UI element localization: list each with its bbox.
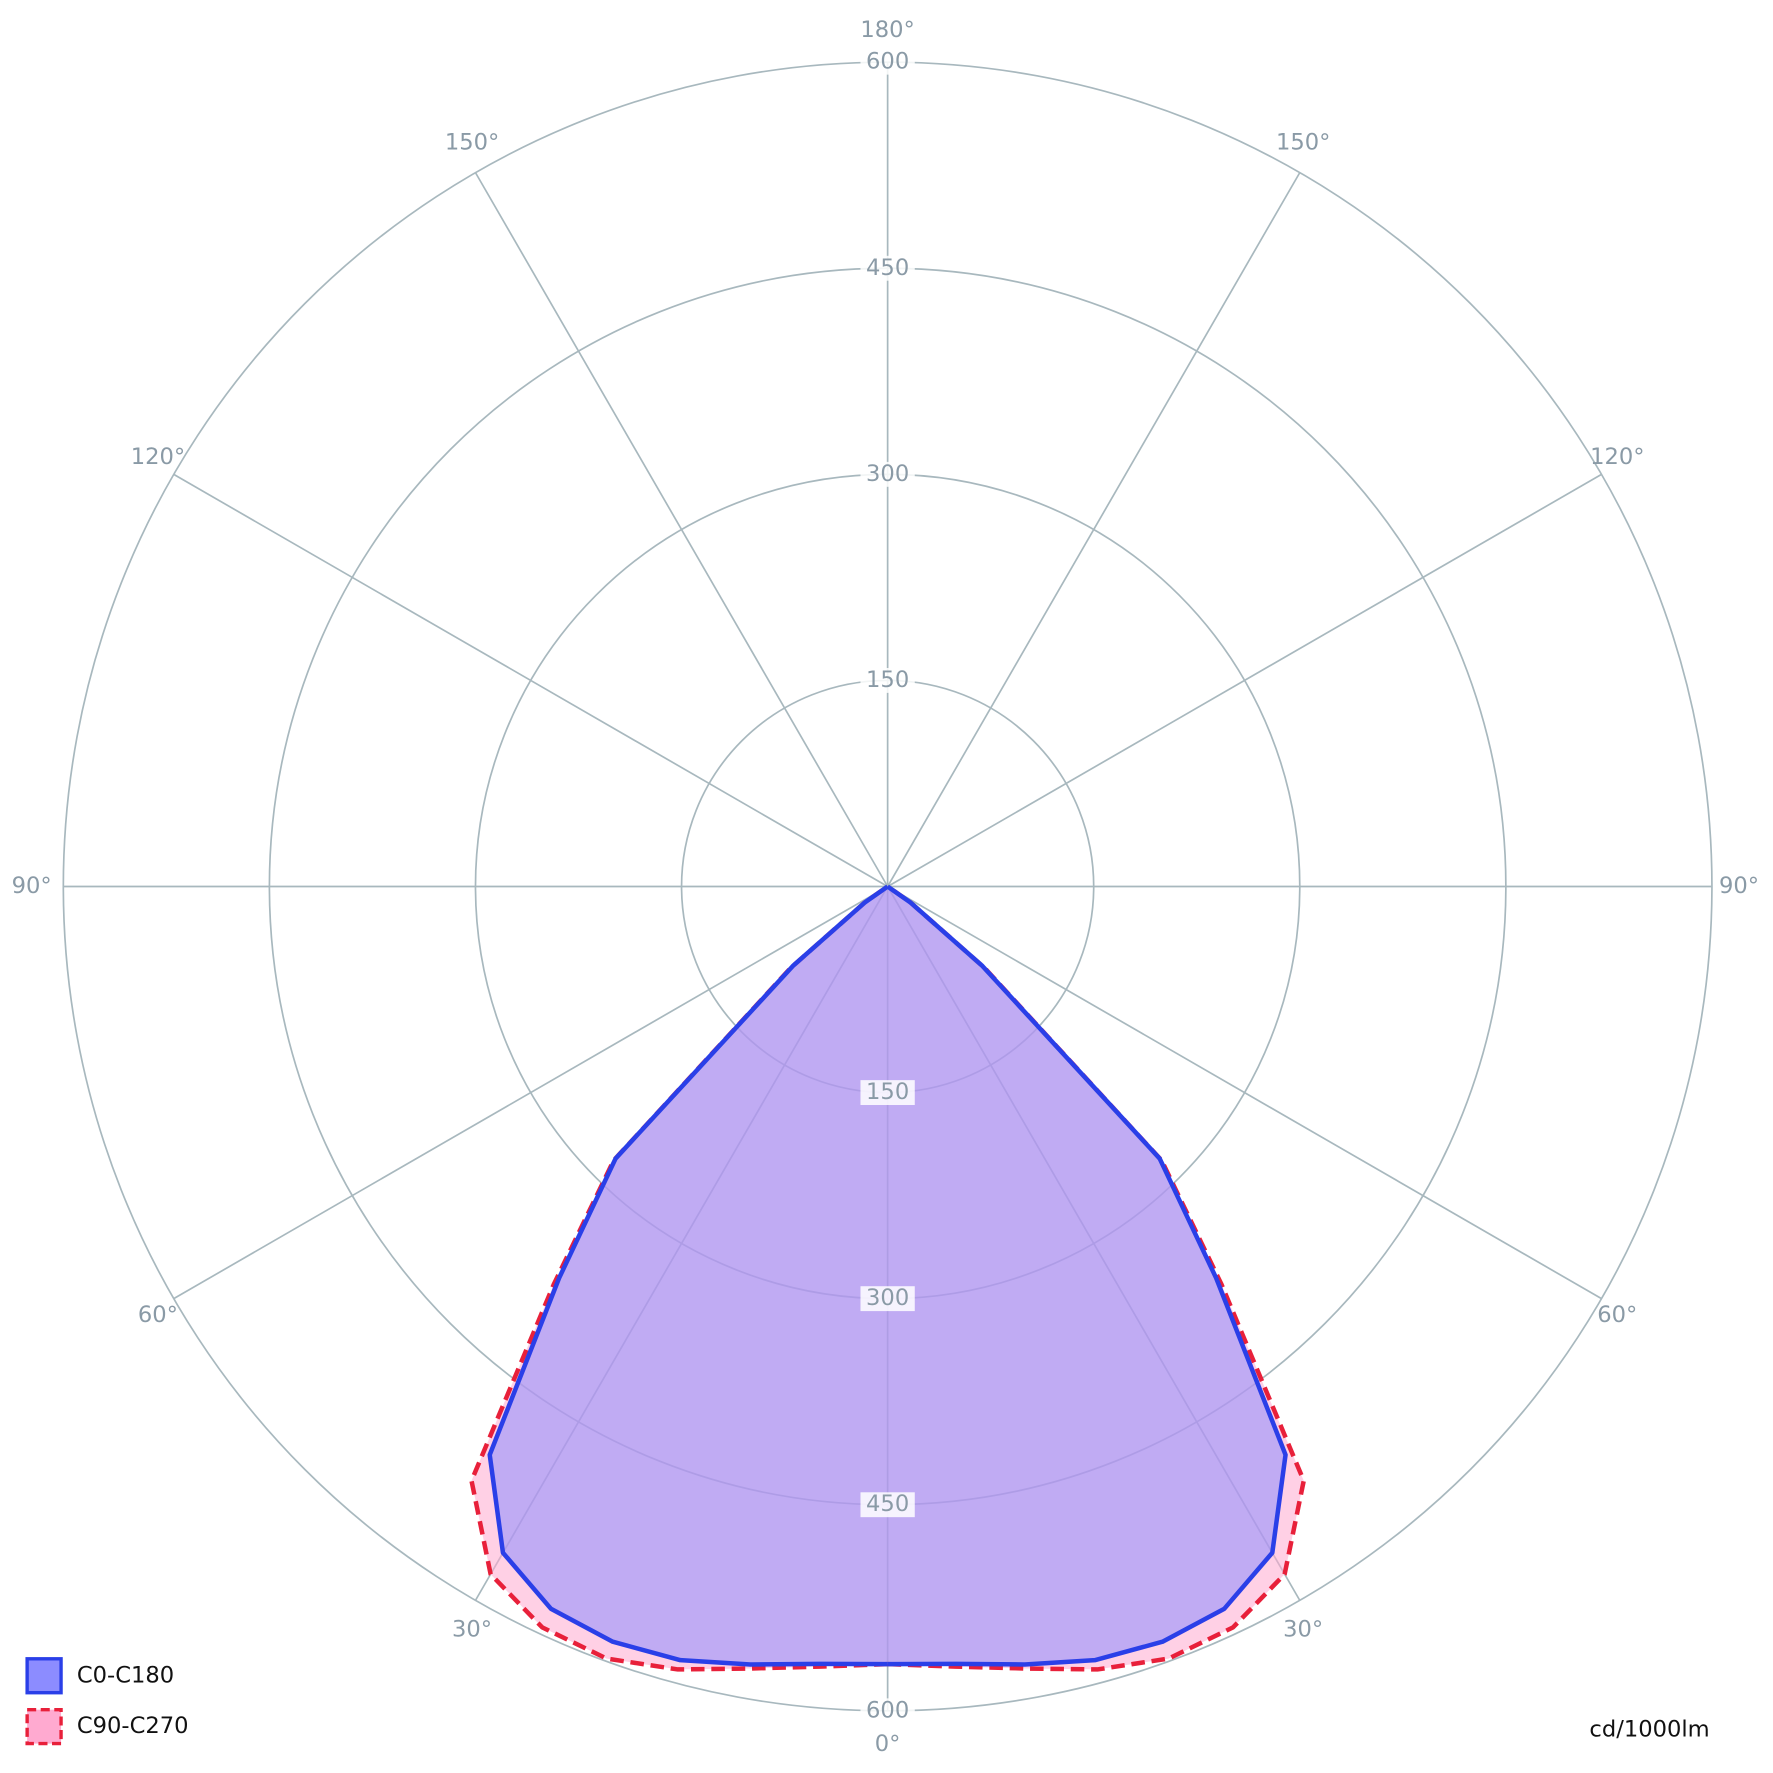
legend-label: C0-C180 [77,1662,174,1688]
label-bg [860,1080,915,1106]
angle-label: 30° [1283,1616,1323,1642]
r-tick-label: 450 [866,255,909,281]
angle-label: 60° [138,1302,178,1328]
curves [469,884,1307,1672]
legend-swatch [25,1657,63,1695]
curve [487,884,889,1667]
angle-label: 120° [1590,444,1644,470]
curve [886,884,1307,1672]
area [489,886,888,1665]
angle-label: 150° [1276,130,1330,156]
label-bg [860,1492,915,1518]
label-bg [860,49,915,75]
spoke [887,473,1602,888]
legend-label: C90-C270 [77,1713,189,1739]
label-bg [860,1286,915,1312]
label-bg [860,1698,915,1724]
angle-label: 150° [445,130,499,156]
spoke [474,172,889,887]
spoke [886,172,1301,887]
unit-label: cd/1000lm [1589,1717,1709,1743]
labels: 150 150 300 300 450 450 600 600 0° 30° 30° 60° 60° 90… [12,17,1759,1757]
angle-label: 0° [875,1731,901,1757]
spoke [887,885,1602,1300]
r-tick-label: 150 [866,1079,909,1105]
r-tick-label: 450 [866,1491,909,1517]
r-tick-label: 600 [866,1697,909,1723]
r-tick-label: 300 [866,1285,909,1311]
label-bg [860,667,915,693]
r-tick-label: 300 [866,461,909,487]
legend-swatch [25,1707,63,1746]
angle-label: 30° [452,1616,492,1642]
angle-label: 60° [1597,1302,1637,1328]
r-tick-label: 600 [866,49,909,75]
angle-label: 90° [1719,873,1759,899]
angle-label: 180° [860,17,914,43]
spoke [173,473,889,888]
label-bg [860,461,915,487]
angle-label: 90° [12,873,52,899]
spoke [173,885,889,1300]
curve [886,884,1288,1667]
label-bg [860,255,915,281]
angle-label: 120° [131,444,185,470]
curve [469,884,889,1672]
r-tick-label: 150 [866,667,909,693]
area [887,886,1286,1665]
